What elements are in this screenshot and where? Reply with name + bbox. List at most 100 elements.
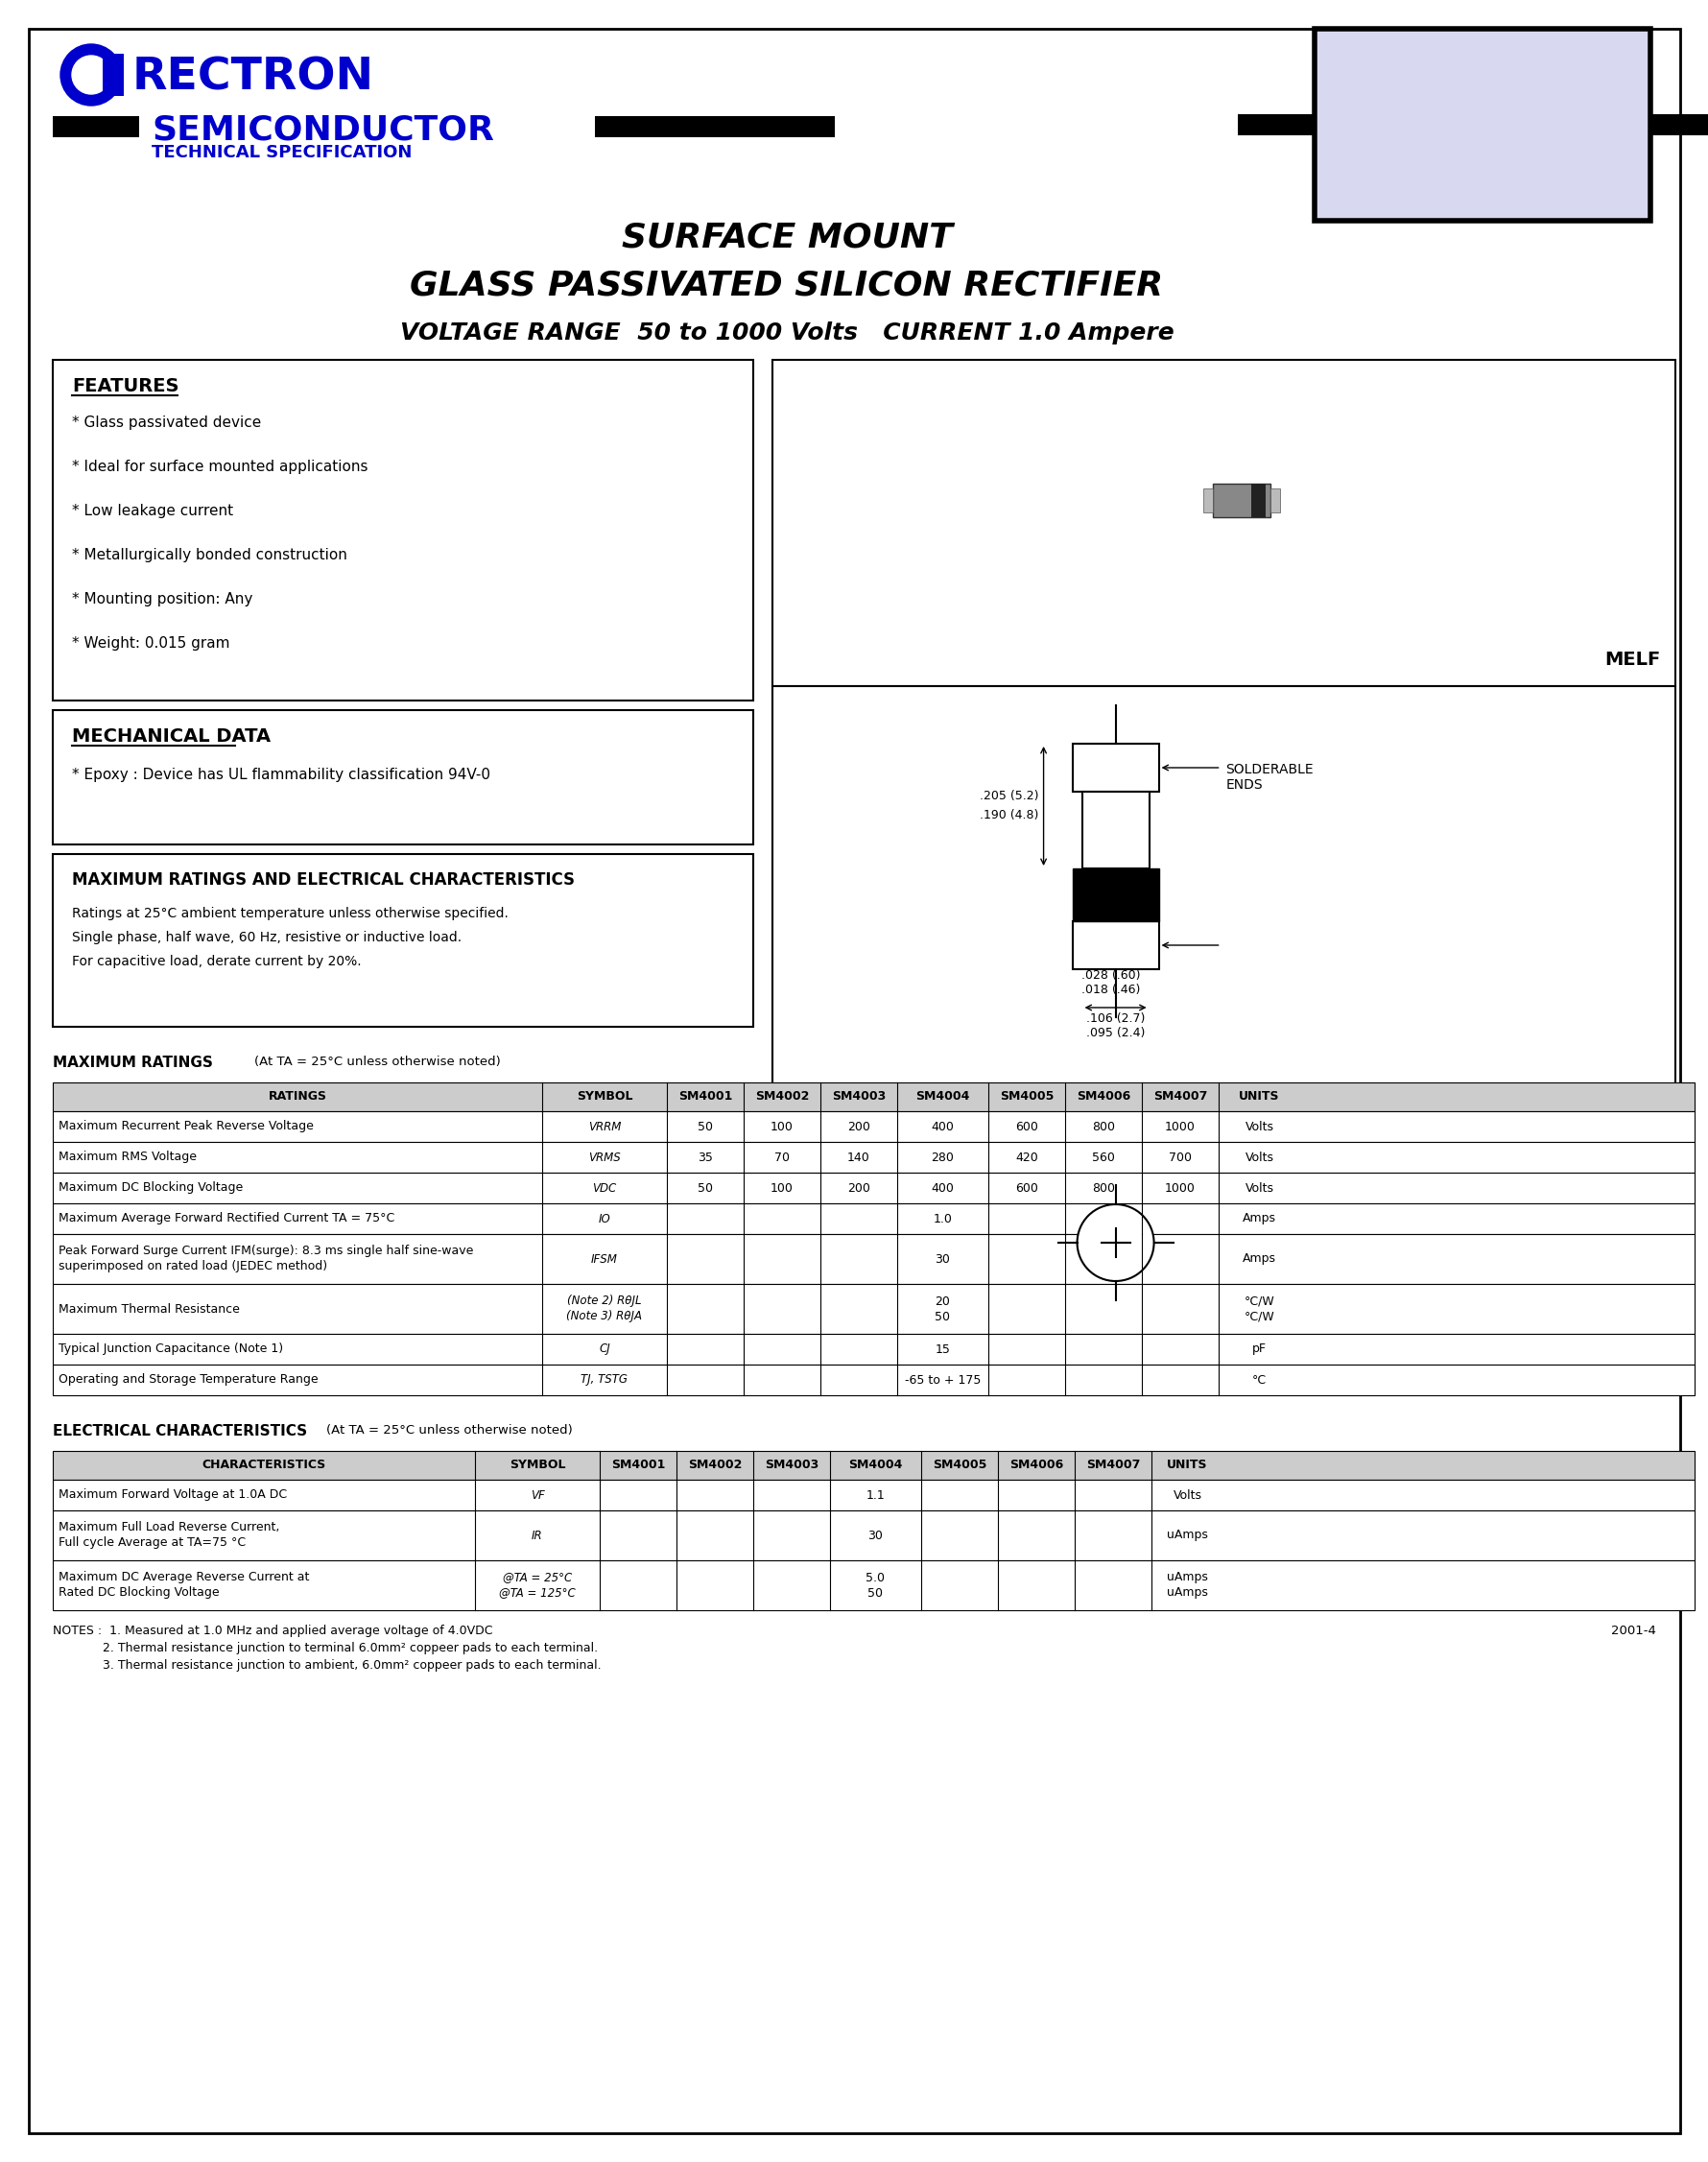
Bar — [53, 1204, 1694, 1235]
Bar — [53, 1284, 1694, 1334]
Bar — [1250, 484, 1266, 517]
Text: Maximum DC Blocking Voltage: Maximum DC Blocking Voltage — [58, 1183, 243, 1193]
Text: 200: 200 — [847, 1120, 869, 1133]
Text: 5.0: 5.0 — [866, 1572, 885, 1585]
Text: Maximum Average Forward Rectified Current TA = 75°C: Maximum Average Forward Rectified Curren… — [58, 1213, 395, 1226]
Text: IO: IO — [598, 1213, 610, 1226]
Text: Volts: Volts — [1245, 1183, 1272, 1193]
Text: THRU: THRU — [1419, 108, 1544, 147]
Bar — [1213, 484, 1271, 517]
Text: 1.0: 1.0 — [933, 1213, 951, 1226]
Bar — [53, 1083, 1694, 1111]
Text: For capacitive load, derate current by 20%.: For capacitive load, derate current by 2… — [72, 956, 360, 969]
Text: SM4006: SM4006 — [1076, 1090, 1129, 1103]
Text: .205 (5.2): .205 (5.2) — [979, 791, 1038, 802]
Text: uAmps: uAmps — [1167, 1587, 1208, 1600]
Text: SM4002: SM4002 — [687, 1459, 741, 1472]
Text: VRRM: VRRM — [588, 1120, 620, 1133]
Text: SURFACE MOUNT: SURFACE MOUNT — [622, 221, 951, 253]
Text: SM4004: SM4004 — [915, 1090, 968, 1103]
Text: @TA = 25°C: @TA = 25°C — [502, 1572, 572, 1585]
Text: (Note 3) RθJA: (Note 3) RθJA — [567, 1310, 642, 1323]
Text: 200: 200 — [847, 1183, 869, 1193]
Text: 420: 420 — [1015, 1150, 1037, 1163]
Text: RECTRON: RECTRON — [132, 56, 374, 99]
Bar — [53, 1561, 1694, 1611]
Text: 1000: 1000 — [1165, 1120, 1196, 1133]
Bar — [53, 1235, 1694, 1284]
Text: °C/W: °C/W — [1243, 1295, 1274, 1308]
Bar — [102, 54, 123, 95]
Text: .028 (.60): .028 (.60) — [1081, 969, 1139, 982]
Bar — [53, 1172, 1694, 1204]
Text: 30: 30 — [934, 1252, 950, 1265]
Text: 100: 100 — [770, 1120, 793, 1133]
Text: RATINGS: RATINGS — [268, 1090, 326, 1103]
Text: 280: 280 — [931, 1150, 953, 1163]
Text: 100: 100 — [770, 1183, 793, 1193]
Text: .018 (.46): .018 (.46) — [1081, 984, 1139, 997]
Text: (At TA = 25°C unless otherwise noted): (At TA = 25°C unless otherwise noted) — [254, 1055, 500, 1068]
Text: TECHNICAL SPECIFICATION: TECHNICAL SPECIFICATION — [152, 145, 412, 162]
Text: .190 (4.8): .190 (4.8) — [979, 809, 1038, 822]
Text: 560: 560 — [1091, 1150, 1114, 1163]
Text: Maximum Forward Voltage at 1.0A DC: Maximum Forward Voltage at 1.0A DC — [58, 1490, 287, 1500]
Text: Volts: Volts — [1245, 1150, 1272, 1163]
Text: 2001-4: 2001-4 — [1611, 1624, 1655, 1637]
Circle shape — [60, 43, 121, 106]
Text: UNITS: UNITS — [1167, 1459, 1208, 1472]
Bar — [772, 685, 1674, 1358]
Text: pF: pF — [1252, 1343, 1266, 1356]
Text: Rated DC Blocking Voltage: Rated DC Blocking Voltage — [58, 1587, 219, 1600]
Text: SEMICONDUCTOR: SEMICONDUCTOR — [152, 112, 494, 145]
Text: SM4007: SM4007 — [1085, 1459, 1139, 1472]
Bar — [53, 1334, 1694, 1364]
Text: .095 (2.4): .095 (2.4) — [1086, 1027, 1144, 1040]
Text: ELECTRICAL CHARACTERISTICS: ELECTRICAL CHARACTERISTICS — [53, 1425, 307, 1438]
Text: * Metallurgically bonded construction: * Metallurgically bonded construction — [72, 547, 347, 562]
Text: TJ, TSTG: TJ, TSTG — [581, 1373, 627, 1386]
Text: 30: 30 — [868, 1529, 883, 1542]
Text: SM4003: SM4003 — [763, 1459, 818, 1472]
Text: * Glass passivated device: * Glass passivated device — [72, 415, 261, 430]
Text: VDC: VDC — [593, 1183, 617, 1193]
Bar — [53, 1142, 1694, 1172]
Bar — [53, 1479, 1694, 1511]
Text: Maximum Recurrent Peak Reverse Voltage: Maximum Recurrent Peak Reverse Voltage — [58, 1120, 314, 1133]
Text: Ratings at 25°C ambient temperature unless otherwise specified.: Ratings at 25°C ambient temperature unle… — [72, 906, 509, 921]
Text: 800: 800 — [1091, 1183, 1114, 1193]
Text: Amps: Amps — [1242, 1213, 1276, 1226]
Text: SM4005: SM4005 — [933, 1459, 986, 1472]
Text: SM4007: SM4007 — [1392, 166, 1571, 208]
Text: Maximum RMS Voltage: Maximum RMS Voltage — [58, 1150, 196, 1163]
Text: 3. Thermal resistance junction to ambient, 6.0mm² coppeer pads to each terminal.: 3. Thermal resistance junction to ambien… — [53, 1658, 601, 1671]
Text: Volts: Volts — [1172, 1490, 1201, 1500]
Text: MECHANICAL DATA: MECHANICAL DATA — [72, 726, 270, 746]
Text: Peak Forward Surge Current IFM(surge): 8.3 ms single half sine-wave: Peak Forward Surge Current IFM(surge): 8… — [58, 1245, 473, 1258]
Bar — [772, 359, 1674, 685]
Bar — [53, 1451, 1694, 1479]
Text: SM4002: SM4002 — [755, 1090, 808, 1103]
Text: SM4004: SM4004 — [849, 1459, 902, 1472]
Text: 50: 50 — [934, 1310, 950, 1323]
Text: Operating and Storage Temperature Range: Operating and Storage Temperature Range — [58, 1373, 318, 1386]
Text: SYMBOL: SYMBOL — [576, 1090, 632, 1103]
Text: 50: 50 — [697, 1120, 712, 1133]
Bar — [1073, 744, 1158, 791]
Text: superimposed on rated load (JEDEC method): superimposed on rated load (JEDEC method… — [58, 1260, 328, 1273]
Text: * Ideal for surface mounted applications: * Ideal for surface mounted applications — [72, 461, 367, 473]
Text: MAXIMUM RATINGS: MAXIMUM RATINGS — [53, 1055, 214, 1070]
Bar — [1202, 489, 1213, 512]
Bar — [1081, 791, 1148, 869]
Text: (Note 2) RθJL: (Note 2) RθJL — [567, 1295, 640, 1308]
Text: uAmps: uAmps — [1167, 1572, 1208, 1585]
Text: 600: 600 — [1015, 1183, 1037, 1193]
Circle shape — [72, 56, 111, 93]
Text: 1.1: 1.1 — [866, 1490, 885, 1500]
Bar — [53, 117, 138, 136]
Text: 70: 70 — [774, 1150, 789, 1163]
Bar — [1237, 115, 1313, 136]
Text: uAmps: uAmps — [1167, 1529, 1208, 1542]
Text: IR: IR — [531, 1529, 543, 1542]
Text: 600: 600 — [1015, 1120, 1037, 1133]
